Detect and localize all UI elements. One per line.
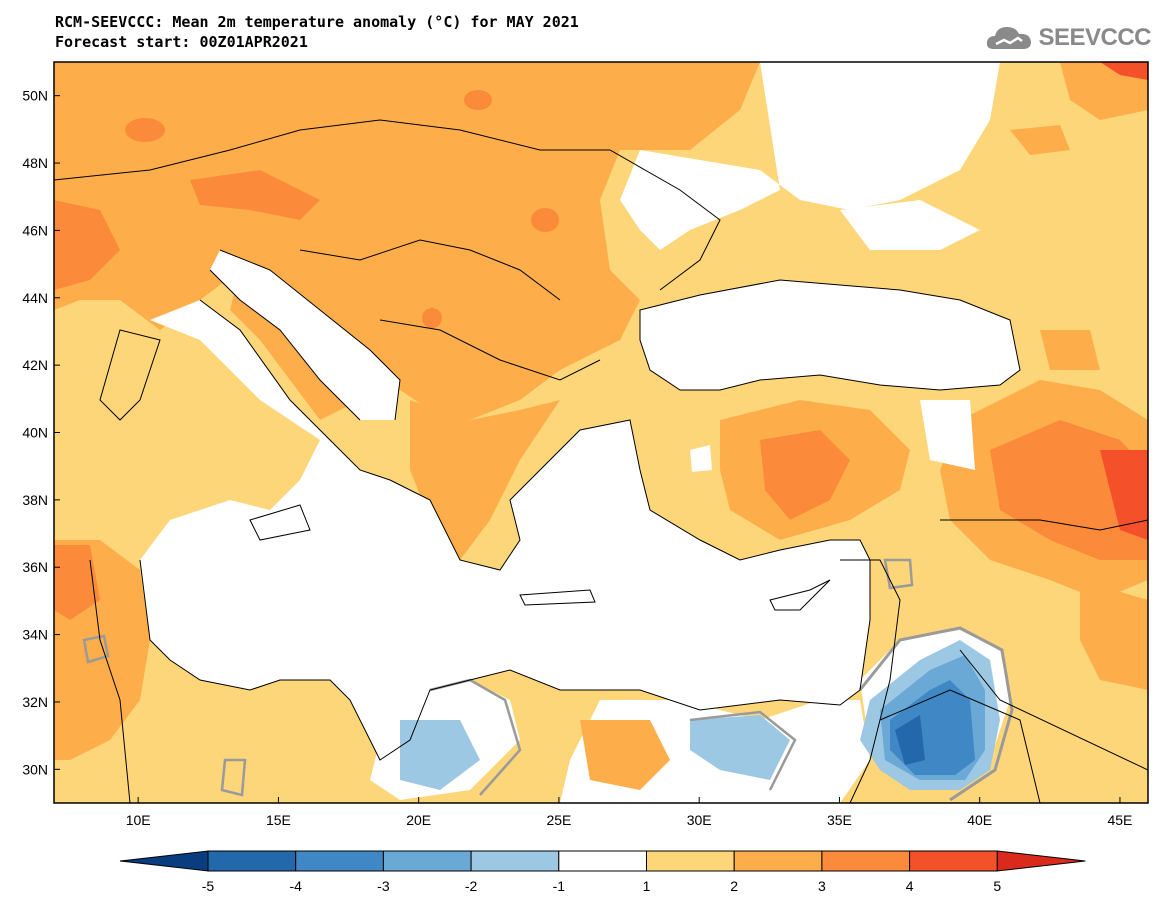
colorbar-label: -3	[377, 878, 390, 894]
lon-tick-label: 10E	[126, 812, 151, 828]
lon-tick-label: 25E	[546, 812, 571, 828]
lon-tick-label: 35E	[827, 812, 852, 828]
colorbar-bin	[821, 850, 911, 872]
colorbar-label: -4	[289, 878, 302, 894]
mediterranean-sea	[140, 300, 870, 760]
lat-tick-label: 40N	[22, 425, 48, 441]
colorbar-label: -5	[202, 878, 215, 894]
lon-tick-label: 20E	[406, 812, 431, 828]
coastlines	[54, 119, 1148, 803]
black-sea	[640, 280, 1020, 390]
colorbar-label: 3	[818, 878, 826, 894]
lat-tick-label: 36N	[22, 559, 48, 575]
lat-tick-label: 30N	[22, 761, 48, 777]
colorbar-label: 2	[730, 878, 738, 894]
colorbar-arrow-high	[996, 850, 1086, 872]
lon-tick-label: 40E	[967, 812, 992, 828]
map-title: RCM-SEEVCCC: Mean 2m temperature anomaly…	[55, 12, 579, 52]
anomaly-neutral-ukraine	[620, 62, 1000, 250]
colorbar-label: 4	[906, 878, 914, 894]
longitude-axis: 10E 15E 20E 25E 30E 35E 40E 45E	[126, 797, 1132, 828]
lon-tick-label: 15E	[266, 812, 291, 828]
lon-tick-label: 45E	[1107, 812, 1132, 828]
colorbar-label: 5	[993, 878, 1001, 894]
lat-tick-label: 38N	[22, 492, 48, 508]
lon-tick-label: 30E	[687, 812, 712, 828]
adriatic-sea	[210, 250, 400, 420]
colorbar-bin	[733, 850, 823, 872]
colorbar-arrow-low	[119, 850, 209, 872]
cloud-icon	[987, 27, 1032, 49]
logo-text: SEEVCCC	[1038, 24, 1151, 51]
colorbar-bin	[207, 850, 297, 872]
lat-tick-label: 42N	[22, 357, 48, 373]
colorbar-bin	[382, 850, 472, 872]
colorbar-bin	[909, 850, 998, 872]
lat-tick-label: 50N	[22, 88, 48, 104]
title-line-2: Forecast start: 00Z01APR2021	[55, 33, 308, 51]
anomaly-2-3-europe	[54, 62, 760, 420]
lat-tick-label: 48N	[22, 155, 48, 171]
colorbar-label: -1	[553, 878, 566, 894]
colorbar-bin	[558, 850, 647, 872]
colorbar-bin	[470, 850, 560, 872]
seevccc-logo: SEEVCCC	[984, 22, 1151, 54]
colorbar: -5 -4 -3 -2 -1 1 2 3 4 5	[119, 850, 1086, 894]
colorbar-bin	[295, 850, 384, 872]
lat-tick-label: 44N	[22, 290, 48, 306]
colorbar-label: 1	[643, 878, 651, 894]
title-line-1: RCM-SEEVCCC: Mean 2m temperature anomaly…	[55, 13, 579, 31]
anomaly-field	[54, 62, 1148, 803]
colorbar-bin	[646, 850, 735, 872]
lat-tick-label: 46N	[22, 222, 48, 238]
lat-tick-label: 32N	[22, 694, 48, 710]
colorbar-label: -2	[465, 878, 478, 894]
latitude-axis: 50N 48N 46N 44N 42N 40N 38N 36N 34N 32N 30N	[22, 88, 60, 777]
lat-tick-label: 34N	[22, 627, 48, 643]
